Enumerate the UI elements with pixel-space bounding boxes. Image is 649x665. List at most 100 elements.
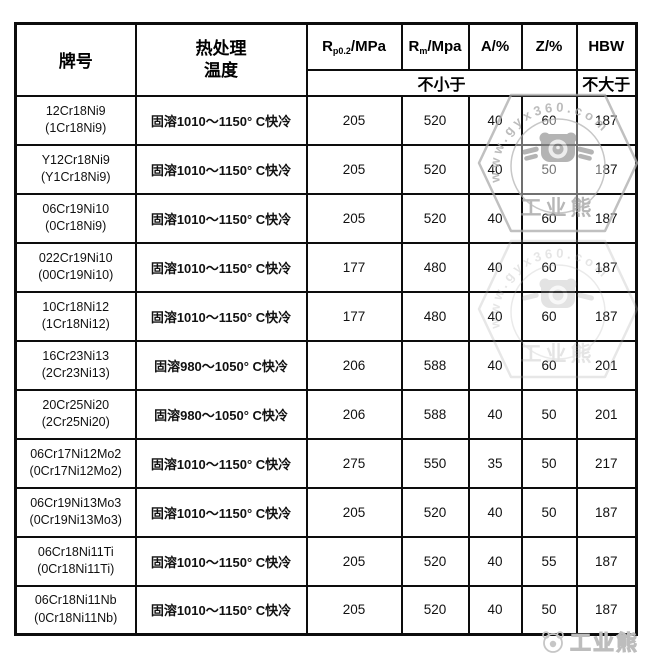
table-row: 12Cr18Ni9 (1Cr18Ni9) 固溶1010～1150° C快冷 20… [14, 94, 638, 146]
header-heat-treatment-line2: 温度 [204, 60, 238, 80]
header-rp: Rp0.2/MPa [305, 22, 403, 71]
grade-old: (1Cr18Ni12) [41, 317, 110, 331]
heat-treatment-cell: 固溶980～1050° C快冷 [134, 388, 308, 440]
grade-old: (0Cr17Ni12Mo2) [29, 464, 122, 478]
heat-treatment-cell: 固溶1010～1150° C快冷 [134, 535, 308, 587]
hbw-value: 201 [575, 339, 638, 391]
hbw-value: 201 [575, 388, 638, 440]
rp-value: 205 [305, 486, 403, 538]
header-heat-treatment-line1: 热处理 [195, 38, 247, 58]
header-a: A/% [467, 22, 523, 71]
table-row: 06Cr18Ni11Nb (0Cr18Ni11Nb) 固溶1010～1150° … [14, 584, 638, 636]
grade-new: Y12Cr18Ni9 [41, 152, 110, 167]
grade-cell: 12Cr18Ni9 (1Cr18Ni9) [14, 94, 137, 146]
grade-old: (0Cr18Ni9) [45, 219, 107, 233]
footer-bear-icon [542, 631, 564, 653]
footer-logo: 工业熊 [540, 627, 639, 657]
table-row: 06Cr17Ni12Mo2 (0Cr17Ni12Mo2) 固溶1010～1150… [14, 437, 638, 489]
rm-value: 520 [400, 486, 470, 538]
table-body: 12Cr18Ni9 (1Cr18Ni9) 固溶1010～1150° C快冷 20… [14, 94, 638, 636]
rp-value: 206 [305, 339, 403, 391]
rm-value: 520 [400, 192, 470, 244]
table-header: 牌号 热处理 温度 Rp0.2/MPa Rm/Mpa A/% Z/% HBW 不… [14, 22, 638, 97]
hbw-value: 187 [575, 143, 638, 195]
grade-old: (2Cr23Ni13) [41, 366, 110, 380]
hbw-value: 187 [575, 584, 638, 636]
steel-properties-table: 牌号 热处理 温度 Rp0.2/MPa Rm/Mpa A/% Z/% HBW 不… [14, 22, 638, 636]
grade-new: 06Cr18Ni11Ti [37, 544, 114, 559]
rp-value: 205 [305, 94, 403, 146]
header-heat-treatment: 热处理 温度 [134, 22, 308, 97]
grade-new: 20Cr25Ni20 [42, 397, 110, 412]
table-row: 022Cr19Ni10 (00Cr19Ni10) 固溶1010～1150° C快… [14, 241, 638, 293]
table-row: 06Cr18Ni11Ti (0Cr18Ni11Ti) 固溶1010～1150° … [14, 535, 638, 587]
grade-new: 10Cr18Ni12 [42, 299, 110, 314]
footer-brand-text: 工业熊 [570, 632, 639, 656]
grade-new: 12Cr18Ni9 [45, 103, 106, 118]
hbw-value: 187 [575, 486, 638, 538]
z-value: 60 [520, 339, 578, 391]
grade-new: 022Cr19Ni10 [38, 250, 113, 265]
grade-cell: 20Cr25Ni20 (2Cr25Ni20) [14, 388, 137, 440]
rm-value: 480 [400, 241, 470, 293]
rm-value: 588 [400, 339, 470, 391]
grade-cell: 16Cr23Ni13 (2Cr23Ni13) [14, 339, 137, 391]
hbw-value: 187 [575, 535, 638, 587]
a-value: 40 [467, 290, 523, 342]
rm-value: 588 [400, 388, 470, 440]
rp-value: 205 [305, 584, 403, 636]
a-value: 40 [467, 535, 523, 587]
a-value: 40 [467, 388, 523, 440]
z-value: 55 [520, 535, 578, 587]
header-grade: 牌号 [14, 22, 137, 97]
z-value: 50 [520, 388, 578, 440]
z-value: 50 [520, 143, 578, 195]
a-value: 35 [467, 437, 523, 489]
hbw-value: 217 [575, 437, 638, 489]
grade-old: (Y1Cr18Ni9) [41, 170, 111, 184]
grade-new: 16Cr23Ni13 [42, 348, 110, 363]
rm-value: 520 [400, 94, 470, 146]
hbw-value: 187 [575, 192, 638, 244]
heat-treatment-cell: 固溶1010～1150° C快冷 [134, 437, 308, 489]
grade-new: 06Cr19Ni10 [42, 201, 110, 216]
grade-new: 06Cr17Ni12Mo2 [30, 446, 122, 461]
z-value: 60 [520, 290, 578, 342]
header-z: Z/% [520, 22, 578, 71]
z-value: 60 [520, 241, 578, 293]
z-value: 50 [520, 437, 578, 489]
header-not-less-than: 不小于 [305, 68, 578, 97]
grade-cell: 06Cr17Ni12Mo2 (0Cr17Ni12Mo2) [14, 437, 137, 489]
grade-old: (1Cr18Ni9) [45, 121, 107, 135]
hbw-value: 187 [575, 241, 638, 293]
grade-new: 06Cr18Ni11Nb [34, 593, 117, 608]
header-rm: Rm/Mpa [400, 22, 470, 71]
a-value: 40 [467, 584, 523, 636]
header-not-greater-than: 不大于 [575, 68, 638, 97]
rm-value: 520 [400, 535, 470, 587]
grade-cell: 06Cr18Ni11Nb (0Cr18Ni11Nb) [14, 584, 137, 636]
z-value: 60 [520, 94, 578, 146]
grade-old: (0Cr19Ni13Mo3) [29, 513, 122, 527]
z-value: 50 [520, 486, 578, 538]
table-row: 20Cr25Ni20 (2Cr25Ni20) 固溶980～1050° C快冷 2… [14, 388, 638, 440]
a-value: 40 [467, 94, 523, 146]
grade-cell: 10Cr18Ni12 (1Cr18Ni12) [14, 290, 137, 342]
rm-value: 520 [400, 584, 470, 636]
heat-treatment-cell: 固溶980～1050° C快冷 [134, 339, 308, 391]
grade-cell: 06Cr18Ni11Ti (0Cr18Ni11Ti) [14, 535, 137, 587]
heat-treatment-cell: 固溶1010～1150° C快冷 [134, 94, 308, 146]
rm-value: 480 [400, 290, 470, 342]
heat-treatment-cell: 固溶1010～1150° C快冷 [134, 192, 308, 244]
hbw-value: 187 [575, 94, 638, 146]
grade-cell: 06Cr19Ni13Mo3 (0Cr19Ni13Mo3) [14, 486, 137, 538]
grade-cell: 06Cr19Ni10 (0Cr18Ni9) [14, 192, 137, 244]
grade-new: 06Cr19Ni13Mo3 [30, 495, 122, 510]
table-row: Y12Cr18Ni9 (Y1Cr18Ni9) 固溶1010～1150° C快冷 … [14, 143, 638, 195]
grade-cell: Y12Cr18Ni9 (Y1Cr18Ni9) [14, 143, 137, 195]
grade-old: (0Cr18Ni11Nb) [34, 610, 118, 625]
table-row: 10Cr18Ni12 (1Cr18Ni12) 固溶1010～1150° C快冷 … [14, 290, 638, 342]
a-value: 40 [467, 241, 523, 293]
rm-value: 550 [400, 437, 470, 489]
